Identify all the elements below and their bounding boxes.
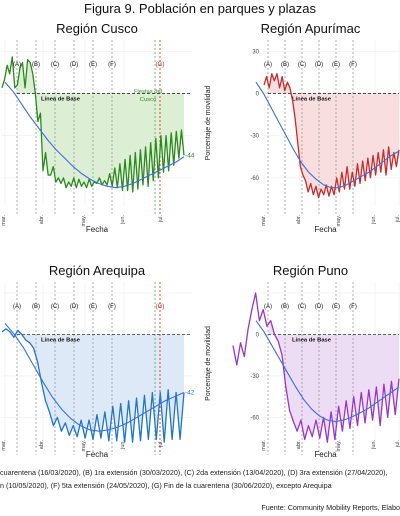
event-marker-label: (G) xyxy=(156,62,165,68)
y-axis-label: Porcentaje de movilidad xyxy=(205,86,212,161)
y-tick-label: -60 xyxy=(250,415,259,421)
chart-panel-1: Región Cusco (A) (B) (C) (D) (E) (F) (G) Línea d… xyxy=(1,21,195,234)
x-axis-label: Fecha xyxy=(86,450,109,459)
event-marker-label: (D) xyxy=(70,304,78,310)
event-marker-label: (B) xyxy=(281,62,289,68)
event-marker-label: (A) xyxy=(264,62,272,68)
event-marker-label: (C) xyxy=(298,62,306,68)
annotation-label: Cusco xyxy=(140,97,156,103)
y-tick-label: -60 xyxy=(250,176,259,182)
event-marker-label: (A) xyxy=(13,62,21,68)
annotation-label: Fiestas del xyxy=(134,89,162,95)
footnote-line-1: cuarentena (16/03/2020), (B) 1ra extensi… xyxy=(0,468,388,477)
event-marker-label: (F) xyxy=(349,62,357,68)
event-marker-label: (E) xyxy=(89,62,97,68)
x-axis-label: Fecha xyxy=(86,225,109,234)
baseline-label: Línea de Base xyxy=(41,96,81,102)
x-tick-label: mar. xyxy=(261,215,267,226)
end-value-label: -44 xyxy=(185,152,195,159)
event-marker-label: (E) xyxy=(332,62,340,68)
x-tick-label: jun. xyxy=(371,440,377,450)
x-axis-label: Fecha xyxy=(314,225,337,234)
x-tick-label: jun. xyxy=(371,215,377,225)
footnote-line-2: n (10/05/2020), (F) 5ta extensión (24/05… xyxy=(0,481,332,490)
trend-line xyxy=(4,81,185,189)
x-tick-label: abr. xyxy=(296,215,302,225)
y-tick-label: -30 xyxy=(250,134,259,140)
x-tick-label: jul. xyxy=(395,215,400,224)
event-marker-label: (C) xyxy=(51,62,59,68)
event-marker-label: (E) xyxy=(332,304,340,310)
event-marker-label: (B) xyxy=(281,304,289,310)
event-marker-label: (D) xyxy=(315,62,323,68)
event-marker-label: (D) xyxy=(70,62,78,68)
event-marker-label: (A) xyxy=(264,304,272,310)
x-tick-label: may. xyxy=(81,215,87,227)
baseline-label: Línea de Base xyxy=(292,96,332,102)
trend-line xyxy=(255,320,400,423)
event-marker-label: (D) xyxy=(315,304,323,310)
baseline-label: Línea de Base xyxy=(292,337,332,343)
event-marker-label: (C) xyxy=(298,304,306,310)
event-marker-label: (F) xyxy=(108,62,116,68)
x-tick-label: mar. xyxy=(1,440,7,451)
event-marker-label: (E) xyxy=(89,304,97,310)
x-tick-label: jun. xyxy=(120,440,126,450)
y-tick-label: 30 xyxy=(252,49,259,55)
event-marker-label: (B) xyxy=(32,62,40,68)
footnote: cuarentena (16/03/2020), (B) 1ra extensi… xyxy=(0,466,400,492)
chart-title: Región Apurímac xyxy=(261,21,361,36)
source-note: Fuente: Community Mobility Reports, Elab… xyxy=(261,503,400,512)
event-marker-label: (C) xyxy=(51,304,59,310)
x-tick-label: may. xyxy=(336,440,342,452)
x-tick-label: mar. xyxy=(1,215,7,226)
x-tick-label: may. xyxy=(336,215,342,227)
x-axis-label: Fecha xyxy=(314,450,337,459)
y-axis-label: Porcentaje de movilidad xyxy=(205,326,212,401)
x-tick-label: jul. xyxy=(395,440,400,449)
trend-line xyxy=(255,81,400,189)
y-tick-label: 0 xyxy=(256,91,260,97)
x-tick-label: may. xyxy=(81,440,87,452)
event-marker-label: (F) xyxy=(349,304,357,310)
x-tick-label: jun. xyxy=(120,215,126,225)
x-tick-label: mar. xyxy=(261,440,267,451)
chart-panel-3: Región Arequipa (A) (B) (C) (D) (E) (F) (G) Líne… xyxy=(1,263,195,459)
x-tick-label: abr. xyxy=(39,215,45,225)
chart-title: Región Puno xyxy=(273,263,348,278)
y-tick-label: 0 xyxy=(256,332,260,338)
shaded-area xyxy=(17,59,184,192)
x-tick-label: abr. xyxy=(296,440,302,450)
x-tick-label: abr. xyxy=(39,440,45,450)
chart-title: Región Cusco xyxy=(56,21,138,36)
trend-line xyxy=(4,323,185,432)
chart-title: Región Arequipa xyxy=(49,263,146,278)
data-series-line xyxy=(263,73,400,199)
data-series-line xyxy=(232,292,400,443)
y-tick-label: -30 xyxy=(250,374,259,380)
x-tick-label: jul. xyxy=(158,215,164,224)
event-marker-label: (B) xyxy=(32,304,40,310)
end-value-label: -42 xyxy=(185,390,195,397)
event-marker-label: (A) xyxy=(13,304,21,310)
figure-title: Figura 9. Población en parques y plazas xyxy=(84,1,316,16)
x-tick-label: jul. xyxy=(158,440,164,449)
baseline-label: Línea de Base xyxy=(41,337,81,343)
event-marker-label: (F) xyxy=(108,304,116,310)
chart-panel-4: Región Puno (A) (B) (C) (D) (E) (F) Línea de Ba… xyxy=(205,263,400,459)
event-marker-label: (G) xyxy=(156,304,165,310)
chart-panel-2: Región Apurímac (A) (B) (C) (D) (E) (F) Línea d… xyxy=(205,21,400,234)
